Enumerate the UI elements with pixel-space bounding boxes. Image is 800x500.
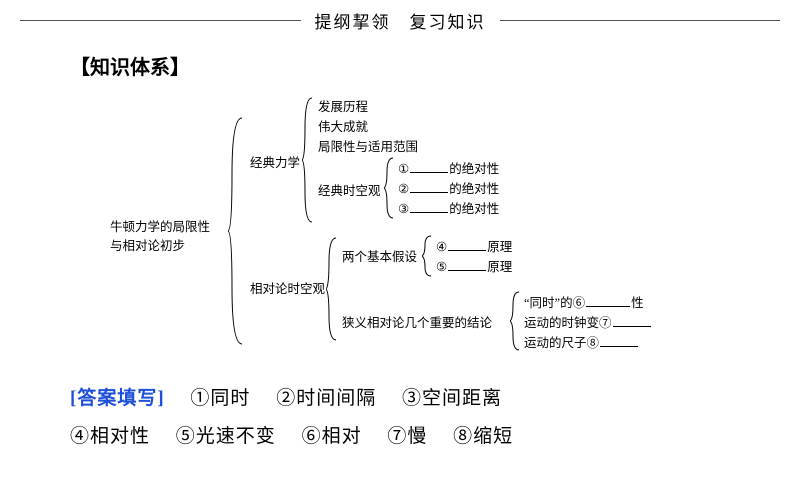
b2-sub1-label: 两个基本假设 — [342, 246, 417, 265]
answer-4: ④相对性 — [70, 426, 150, 447]
blank-2 — [410, 180, 448, 193]
b1-leaf-1: 伟大成就 — [318, 116, 368, 135]
branch2-label: 相对论时空观 — [250, 278, 325, 297]
answers-block: [答案填写] ①同时 ②时间间隔 ③空间距离 ④相对性 ⑤光速不变 ⑥相对 ⑦慢… — [0, 366, 800, 456]
b2-sub2-label: 狭义相对论几个重要的结论 — [342, 312, 492, 331]
brace-root — [228, 116, 248, 346]
answer-1: ①同时 — [190, 388, 250, 409]
answer-8: ⑧缩短 — [453, 426, 513, 447]
root-line1: 牛顿力学的局限性 — [110, 220, 210, 234]
b1-sub-item-1: ②的绝对性 — [398, 178, 499, 197]
answers-label: [答案填写] — [70, 388, 165, 409]
root-line2: 与相对论初步 — [110, 239, 185, 253]
blank-6 — [586, 294, 630, 307]
blank-5 — [448, 258, 486, 271]
blank-8 — [600, 334, 638, 347]
brace-b2-sub1 — [422, 234, 434, 278]
b1-leaf-2: 局限性与适用范围 — [318, 136, 418, 155]
branch1-label: 经典力学 — [250, 152, 300, 171]
blank-7 — [613, 314, 651, 327]
brace-b2-sub2 — [510, 290, 522, 352]
page-header: 提纲挈领 复习知识 — [0, 0, 800, 33]
brace-branch2 — [326, 236, 340, 342]
b1-sub-label: 经典时空观 — [318, 180, 381, 199]
b1-sub-item-0: ①的绝对性 — [398, 158, 499, 177]
b2-sub2-item-1: 运动的时钟变⑦ — [524, 312, 652, 331]
section-title: 【知识体系】 — [0, 33, 800, 86]
b1-sub-item-2: ③的绝对性 — [398, 198, 499, 217]
header-rule-left — [20, 20, 301, 21]
answer-5: ⑤光速不变 — [176, 426, 276, 447]
answer-6: ⑥相对 — [302, 426, 362, 447]
blank-1 — [410, 160, 448, 173]
answer-3: ③空间距离 — [402, 388, 502, 409]
answer-2: ②时间间隔 — [276, 388, 376, 409]
header-rule-right — [500, 20, 781, 21]
header-title: 提纲挈领 复习知识 — [301, 8, 500, 33]
knowledge-tree-diagram: 牛顿力学的局限性 与相对论初步 经典力学 发展历程 伟大成就 局限性与适用范围 … — [0, 86, 800, 366]
b2-sub2-item-2: 运动的尺子⑧ — [524, 332, 639, 351]
b2-sub2-item-0: “同时”的⑥性 — [524, 292, 644, 311]
brace-branch1 — [302, 96, 316, 224]
brace-b1-sub — [384, 156, 396, 220]
b2-sub1-item-1: ⑤原理 — [436, 256, 512, 275]
blank-3 — [410, 200, 448, 213]
answer-7: ⑦慢 — [387, 426, 427, 447]
b2-sub1-item-0: ④原理 — [436, 236, 512, 255]
b1-leaf-0: 发展历程 — [318, 96, 368, 115]
root-node: 牛顿力学的局限性 与相对论初步 — [110, 216, 210, 254]
blank-4 — [448, 238, 486, 251]
